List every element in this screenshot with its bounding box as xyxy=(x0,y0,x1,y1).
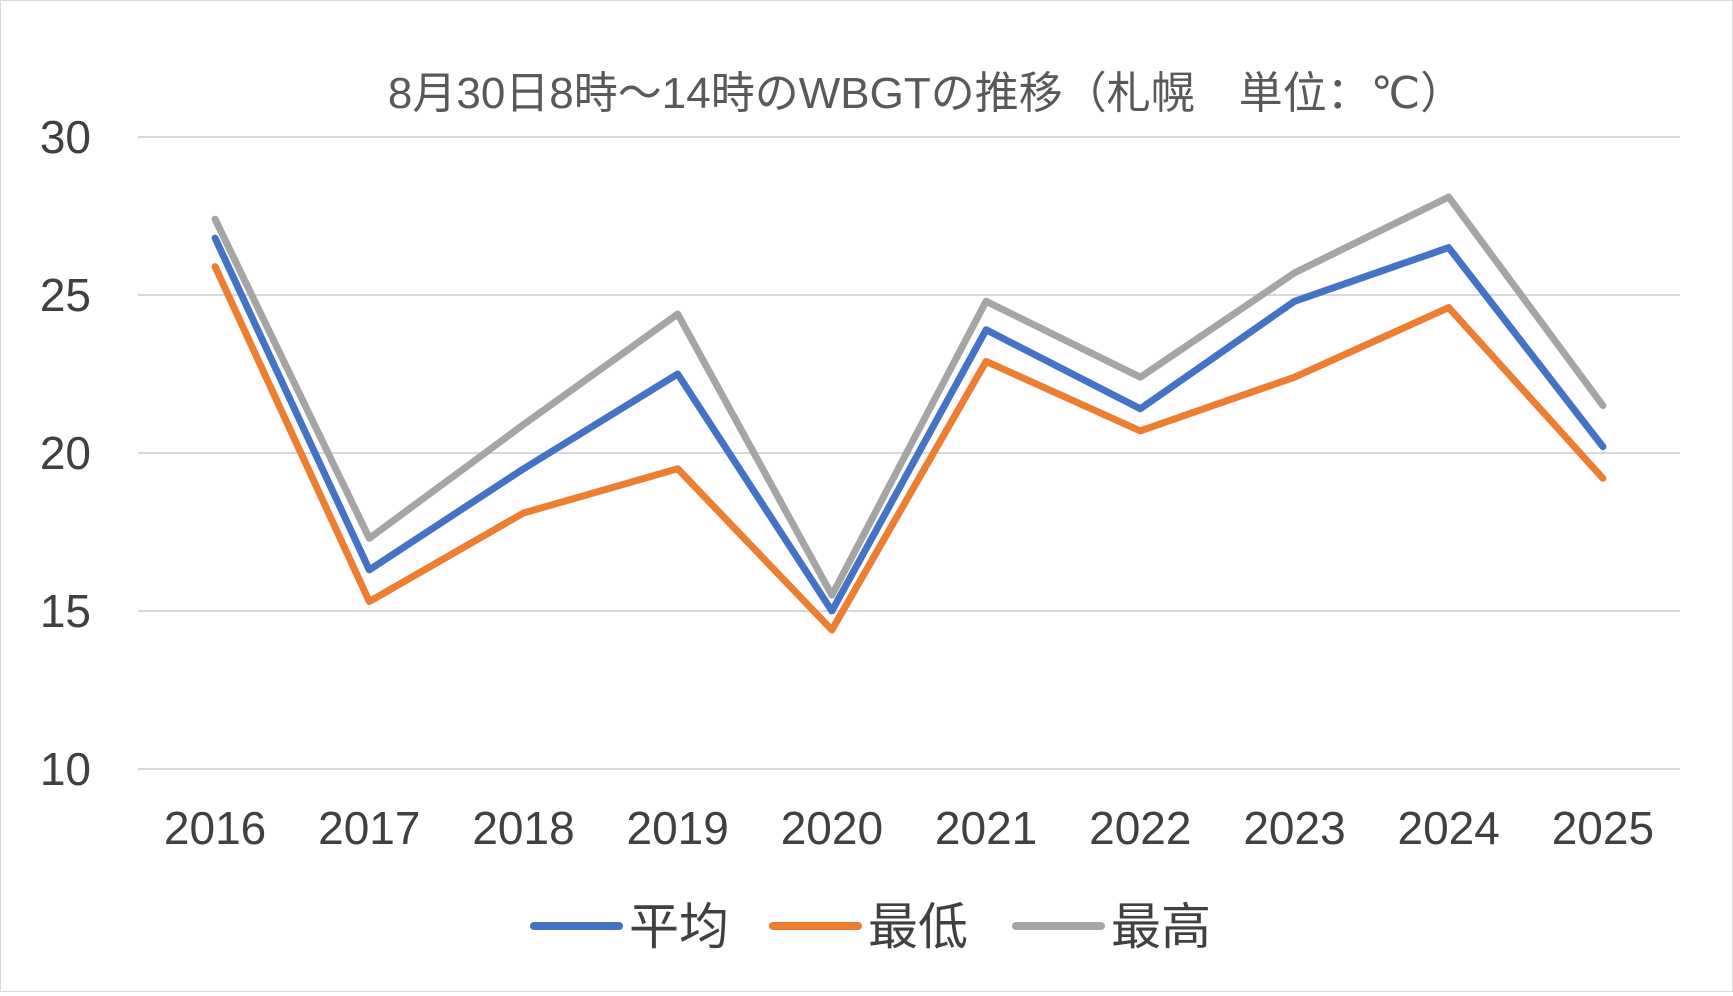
x-tick-label: 2019 xyxy=(627,802,729,854)
legend: 平均 最低 最高 xyxy=(530,899,1211,955)
series-line-平均 xyxy=(211,234,1607,615)
x-tick-label: 2017 xyxy=(318,802,420,854)
x-axis-ticks: 2016 2017 2018 2019 2020 2021 2022 2023 2024 2025 xyxy=(164,802,1654,854)
y-tick-label: 30 xyxy=(40,111,91,163)
series-line-最低 xyxy=(211,263,1607,634)
y-axis-ticks: 10 15 20 25 30 xyxy=(40,111,91,795)
x-tick-label: 2016 xyxy=(164,802,266,854)
x-tick-label: 2018 xyxy=(472,802,574,854)
x-tick-label: 2020 xyxy=(781,802,883,854)
x-tick-label: 2022 xyxy=(1089,802,1191,854)
y-tick-label: 25 xyxy=(40,269,91,321)
chart-title: 8月30日8時～14時のWBGTの推移（札幌 単位：℃） xyxy=(388,69,1464,118)
legend-label-最高: 最高 xyxy=(1111,899,1211,955)
y-tick-label: 15 xyxy=(40,585,91,637)
y-tick-label: 10 xyxy=(40,743,91,795)
x-tick-label: 2025 xyxy=(1552,802,1654,854)
series-line-最高 xyxy=(211,193,1607,599)
x-tick-label: 2023 xyxy=(1243,802,1345,854)
y-tick-label: 20 xyxy=(40,427,91,479)
x-tick-label: 2021 xyxy=(935,802,1037,854)
series-lines xyxy=(211,193,1607,634)
legend-label-平均: 平均 xyxy=(629,899,729,955)
x-tick-label: 2024 xyxy=(1398,802,1500,854)
legend-label-最低: 最低 xyxy=(868,899,968,955)
